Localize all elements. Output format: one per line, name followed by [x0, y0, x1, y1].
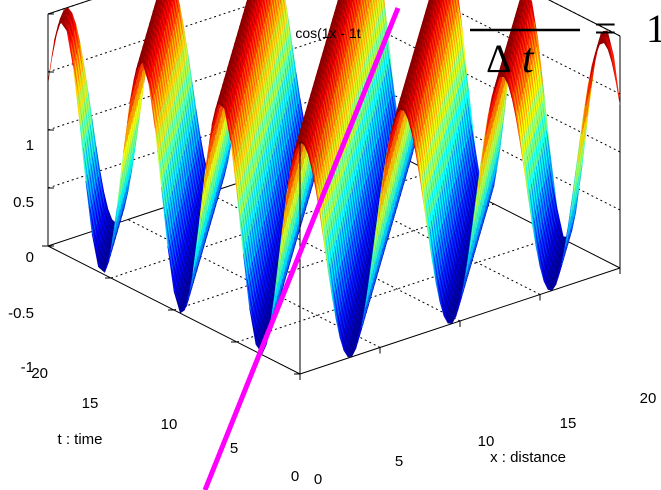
equation-equals: = — [594, 6, 617, 51]
t-tick-label: 20 — [31, 365, 48, 382]
x-tick-label: 10 — [478, 433, 495, 450]
x-tick-label: 15 — [560, 415, 577, 432]
equation-rhs: 1 — [646, 6, 661, 51]
surface-mesh — [47, 0, 621, 358]
t-tick-label: 5 — [230, 440, 238, 457]
t-tick-label: 0 — [291, 468, 299, 485]
t-tick-label: 10 — [161, 416, 178, 433]
grid-line — [47, 23, 369, 131]
right-wall-edge — [548, 0, 621, 37]
t-tick-label: 15 — [82, 395, 99, 412]
grid-line — [236, 235, 558, 343]
equation-fragment: Δ t = 1 — [470, 6, 661, 82]
equation-t: t — [522, 36, 535, 82]
x-tick-label: 5 — [395, 453, 403, 470]
z-tick-label: 0.5 — [13, 194, 34, 211]
z-tick-label: 0 — [26, 249, 34, 266]
back-wall-edge — [47, 0, 92, 15]
y-axis-label: t : time — [57, 431, 102, 448]
grid-line — [47, 0, 92, 15]
x-tick-label: 20 — [640, 390, 657, 407]
chart-title: cos(1x - 1t — [295, 25, 360, 41]
x-axis-label: x : distance — [490, 449, 566, 466]
equation-delta: Δ — [486, 36, 512, 81]
x-tick-label: 0 — [314, 471, 322, 488]
z-tick-label: -0.5 — [8, 305, 34, 322]
z-tick-label: 1 — [26, 137, 34, 154]
grid-line — [367, 23, 621, 153]
grid-line — [47, 0, 267, 73]
